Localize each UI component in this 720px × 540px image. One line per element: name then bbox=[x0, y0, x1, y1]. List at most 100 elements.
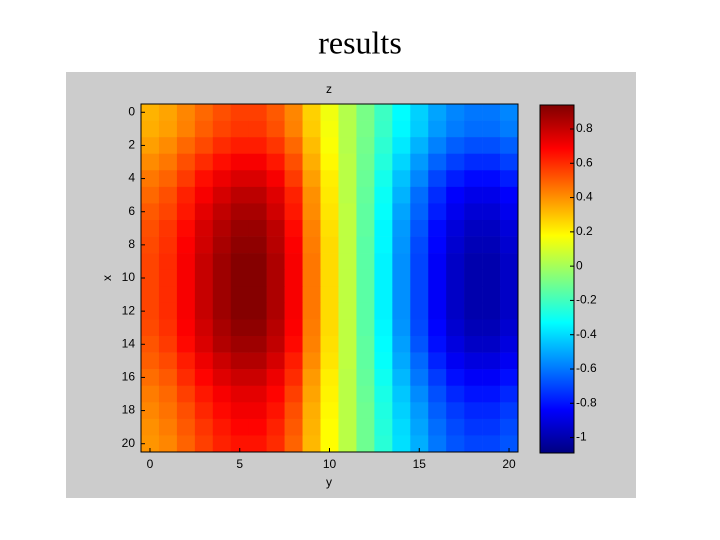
heat-cell bbox=[141, 402, 160, 420]
heat-cell bbox=[158, 435, 178, 453]
heat-cell bbox=[248, 402, 267, 420]
heat-cell bbox=[446, 253, 465, 271]
heat-cell bbox=[428, 302, 447, 320]
heat-cell bbox=[284, 269, 303, 287]
heat-cell bbox=[446, 269, 465, 287]
heat-cell bbox=[446, 120, 465, 138]
heat-cell bbox=[446, 236, 465, 254]
heat-cell bbox=[266, 336, 285, 353]
heat-cell bbox=[266, 286, 285, 304]
heat-cell bbox=[302, 137, 321, 155]
heat-cell bbox=[302, 186, 321, 204]
heat-cell bbox=[410, 170, 429, 188]
heat-cell bbox=[410, 352, 429, 370]
heat-cell bbox=[302, 269, 321, 287]
heat-cell bbox=[320, 319, 339, 337]
y-tick-label: 18 bbox=[122, 403, 136, 417]
heat-cell bbox=[212, 203, 232, 221]
heat-cell bbox=[284, 435, 303, 453]
heat-cell bbox=[302, 104, 321, 121]
heat-cell bbox=[176, 269, 196, 287]
heat-cell bbox=[212, 253, 232, 271]
heat-cell bbox=[392, 170, 411, 188]
heat-cell bbox=[410, 302, 429, 320]
heat-cell bbox=[356, 336, 375, 353]
heat-cell bbox=[464, 137, 483, 155]
heat-cell bbox=[464, 369, 483, 387]
heat-cell bbox=[356, 220, 375, 237]
heat-cell bbox=[176, 104, 196, 121]
heat-cell bbox=[141, 269, 160, 287]
heat-cell bbox=[266, 104, 285, 121]
heat-cell bbox=[141, 220, 160, 237]
heat-cell bbox=[266, 203, 285, 221]
heat-cell bbox=[302, 203, 321, 221]
heat-cell bbox=[392, 153, 411, 171]
heat-cell bbox=[266, 269, 285, 287]
heat-cell bbox=[428, 170, 447, 188]
heat-cell bbox=[248, 220, 267, 237]
heat-cell bbox=[446, 418, 465, 436]
heat-cell bbox=[410, 418, 429, 436]
heat-cell bbox=[482, 137, 501, 155]
heat-cell bbox=[338, 120, 357, 138]
heat-cell bbox=[266, 385, 285, 403]
heat-cell bbox=[176, 153, 196, 171]
x-tick-label: 5 bbox=[236, 457, 243, 471]
heat-cell bbox=[482, 302, 501, 320]
heat-cell bbox=[176, 186, 196, 204]
heat-cell bbox=[356, 186, 375, 204]
heat-cell bbox=[482, 120, 501, 138]
heat-cell bbox=[392, 302, 411, 320]
heat-cell bbox=[464, 336, 483, 353]
heat-cell bbox=[320, 170, 339, 188]
heat-cell bbox=[266, 170, 285, 188]
heat-cell bbox=[194, 104, 214, 121]
heat-cell bbox=[176, 170, 196, 188]
heat-cell bbox=[320, 418, 339, 436]
heat-cell bbox=[410, 186, 429, 204]
heat-cell bbox=[266, 369, 285, 387]
heat-cell bbox=[266, 418, 285, 436]
heat-cell bbox=[392, 336, 411, 353]
heat-cell bbox=[284, 385, 303, 403]
heat-cell bbox=[428, 385, 447, 403]
heat-cell bbox=[356, 435, 375, 453]
heat-cell bbox=[320, 352, 339, 370]
colorbar-tick-label: -0.2 bbox=[576, 293, 597, 307]
heat-cell bbox=[194, 137, 214, 155]
heat-cell bbox=[374, 236, 393, 254]
heat-cell bbox=[374, 203, 393, 221]
heat-cell bbox=[500, 319, 519, 337]
heat-cell bbox=[356, 269, 375, 287]
heat-cell bbox=[392, 369, 411, 387]
heat-cell bbox=[410, 203, 429, 221]
heat-cell bbox=[374, 336, 393, 353]
heat-cell bbox=[374, 352, 393, 370]
heat-cell bbox=[410, 220, 429, 237]
heat-cell bbox=[446, 203, 465, 221]
heat-cell bbox=[500, 385, 519, 403]
heat-cell bbox=[266, 253, 285, 271]
heat-cell bbox=[374, 153, 393, 171]
heat-cell bbox=[482, 369, 501, 387]
heat-cell bbox=[230, 369, 250, 387]
heat-cell bbox=[356, 104, 375, 121]
heat-cell bbox=[428, 269, 447, 287]
x-tick-label: 0 bbox=[147, 457, 154, 471]
heat-cell bbox=[320, 253, 339, 271]
heat-cell bbox=[320, 269, 339, 287]
heat-cell bbox=[158, 319, 178, 337]
heat-cell bbox=[141, 170, 160, 188]
heat-cell bbox=[212, 236, 232, 254]
heat-cell bbox=[158, 302, 178, 320]
heat-cell bbox=[158, 220, 178, 237]
heat-cell bbox=[356, 369, 375, 387]
heat-cell bbox=[212, 418, 232, 436]
heat-cell bbox=[176, 418, 196, 436]
x-tick-label: 15 bbox=[413, 457, 427, 471]
heat-cell bbox=[374, 385, 393, 403]
heat-cell bbox=[248, 137, 267, 155]
heat-cell bbox=[194, 269, 214, 287]
heat-cell bbox=[248, 186, 267, 204]
